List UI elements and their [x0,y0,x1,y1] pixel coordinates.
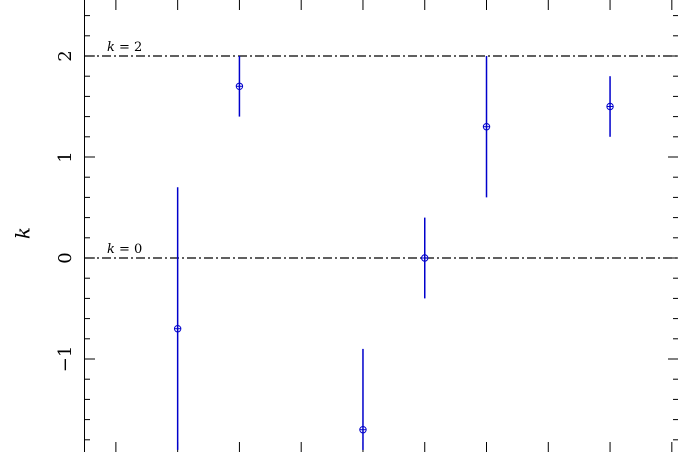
label-symbol: k [107,40,115,55]
label-value: = 2 [115,40,142,55]
y-tick-label: 1 [55,151,76,162]
data-point [235,82,244,91]
data-point [482,123,491,131]
y-tick-label: 0 [55,252,76,263]
y-tick-label: 2 [55,50,76,61]
label-symbol: k [107,242,115,257]
data-point [173,325,182,333]
y-tick-label: −1 [55,346,76,373]
reference-line-label: k = 0 [107,242,142,257]
data-points [173,82,614,434]
y-axis-ticks: −1 0 1 2 [55,15,678,441]
data-point [359,426,367,434]
data-point [421,254,429,262]
label-value: = 0 [115,242,142,257]
error-bars [176,56,611,450]
data-point [606,102,614,111]
reference-line-label: k = 2 [107,40,142,55]
reference-lines: k = 2k = 0 [85,40,678,259]
x-axis-ticks [115,0,673,452]
y-axis-label: k [11,227,35,239]
